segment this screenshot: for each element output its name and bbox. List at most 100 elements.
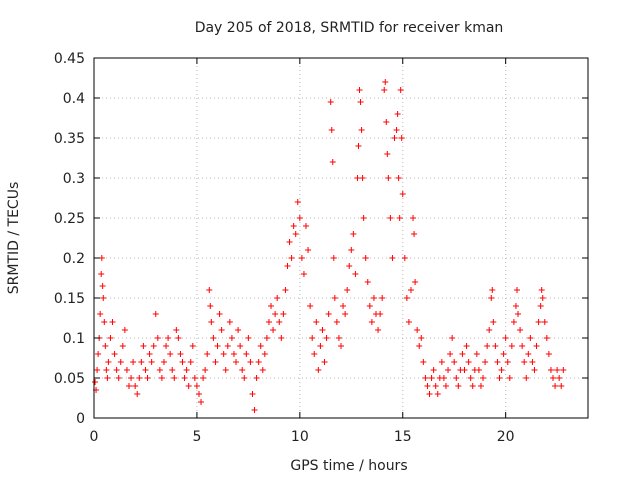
y-tick-label: 0.4 (63, 91, 85, 107)
data-point (430, 367, 437, 373)
data-point (292, 231, 299, 237)
data-point (387, 215, 394, 221)
data-point (313, 319, 320, 325)
data-point (117, 359, 124, 365)
plot-frame (93, 57, 589, 419)
data-point (370, 295, 377, 301)
data-point (111, 351, 118, 357)
data-point (230, 351, 237, 357)
data-point (395, 175, 402, 181)
data-point (325, 311, 332, 317)
data-point (440, 375, 447, 381)
data-point (298, 255, 305, 261)
data-point (163, 343, 170, 349)
data-point (272, 311, 279, 317)
data-point (103, 367, 110, 373)
data-point (354, 175, 361, 181)
data-point (105, 359, 112, 365)
data-point (510, 319, 517, 325)
data-point (228, 335, 235, 341)
data-point (411, 231, 418, 237)
data-point (393, 127, 400, 133)
data-point (132, 383, 139, 389)
data-point (193, 383, 200, 389)
data-point (107, 335, 114, 341)
data-point (412, 279, 419, 285)
data-point (181, 375, 188, 381)
data-point (102, 343, 109, 349)
data-point (416, 343, 423, 349)
data-point (165, 335, 172, 341)
x-tick-label: 15 (394, 429, 412, 445)
data-point (134, 391, 141, 397)
data-point (403, 295, 410, 301)
data-point (513, 287, 520, 293)
data-point (241, 375, 248, 381)
data-point (92, 379, 99, 385)
data-point (350, 231, 357, 237)
data-point (144, 375, 151, 381)
data-point (204, 351, 211, 357)
data-point (280, 311, 287, 317)
data-point (500, 351, 507, 357)
data-point (397, 87, 404, 93)
data-point (535, 319, 542, 325)
data-point (101, 319, 108, 325)
data-point (451, 359, 458, 365)
data-point (394, 111, 401, 117)
data-point (208, 319, 215, 325)
y-tick-label: 0.35 (54, 131, 85, 147)
data-point (175, 335, 182, 341)
data-point (220, 351, 227, 357)
data-point (461, 367, 468, 373)
data-point (296, 215, 303, 221)
data-point (330, 255, 337, 261)
data-point (245, 335, 252, 341)
data-points (92, 79, 567, 413)
data-point (202, 367, 209, 373)
data-point (383, 119, 390, 125)
data-point (432, 383, 439, 389)
data-point (323, 335, 330, 341)
data-point (382, 79, 389, 85)
data-point (358, 127, 365, 133)
data-point (222, 367, 229, 373)
data-point (541, 319, 548, 325)
data-point (237, 343, 244, 349)
data-point (539, 295, 546, 301)
data-point (125, 383, 132, 389)
data-point (335, 335, 342, 341)
y-tick-label: 0.1 (63, 331, 85, 347)
data-point (442, 383, 449, 389)
data-point (319, 327, 326, 333)
data-point (379, 295, 386, 301)
y-axis-ticks: 0 0.05 0.1 0.15 0.2 0.25 0.3 0.35 0.4 0.45 (54, 51, 588, 427)
data-point (185, 383, 192, 389)
data-point (278, 335, 285, 341)
y-tick-label: 0 (76, 411, 85, 427)
data-point (405, 319, 412, 325)
data-point (173, 327, 180, 333)
grid-lines (94, 58, 588, 418)
data-point (364, 279, 371, 285)
data-point (160, 359, 167, 365)
data-point (377, 311, 384, 317)
data-point (445, 367, 452, 373)
data-point (344, 287, 351, 293)
data-point (340, 303, 347, 309)
data-point (420, 359, 427, 365)
data-point (216, 311, 223, 317)
data-point (488, 295, 495, 301)
data-point (455, 383, 462, 389)
data-point (98, 271, 105, 277)
data-point (515, 311, 522, 317)
data-point (136, 375, 143, 381)
data-point (300, 271, 307, 277)
data-point (492, 343, 499, 349)
data-point (459, 351, 466, 357)
data-point (315, 367, 322, 373)
data-point (113, 367, 120, 373)
data-point (214, 343, 221, 349)
data-point (385, 175, 392, 181)
data-point (338, 343, 344, 349)
